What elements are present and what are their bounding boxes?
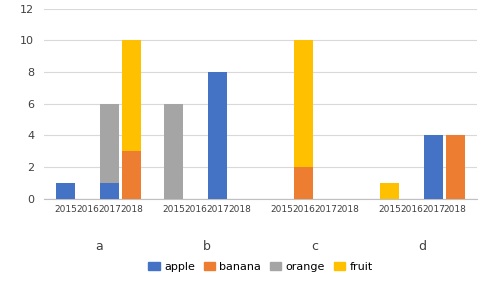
Bar — [122, 151, 141, 199]
Text: c: c — [311, 240, 318, 253]
Bar — [424, 135, 443, 199]
Text: d: d — [418, 240, 426, 253]
Text: a: a — [95, 240, 103, 253]
Text: b: b — [203, 240, 210, 253]
Bar — [122, 40, 141, 151]
Bar — [100, 104, 119, 183]
Legend: apple, banana, orange, fruit: apple, banana, orange, fruit — [144, 257, 377, 276]
Bar — [100, 183, 119, 199]
Bar — [294, 167, 313, 199]
Bar — [208, 72, 227, 199]
Bar — [380, 183, 399, 199]
Bar — [56, 183, 75, 199]
Bar — [446, 135, 465, 199]
Bar — [164, 104, 183, 199]
Bar — [294, 40, 313, 167]
